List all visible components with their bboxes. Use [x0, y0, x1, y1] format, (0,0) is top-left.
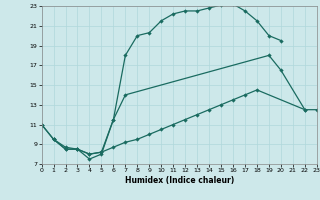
- X-axis label: Humidex (Indice chaleur): Humidex (Indice chaleur): [124, 176, 234, 185]
